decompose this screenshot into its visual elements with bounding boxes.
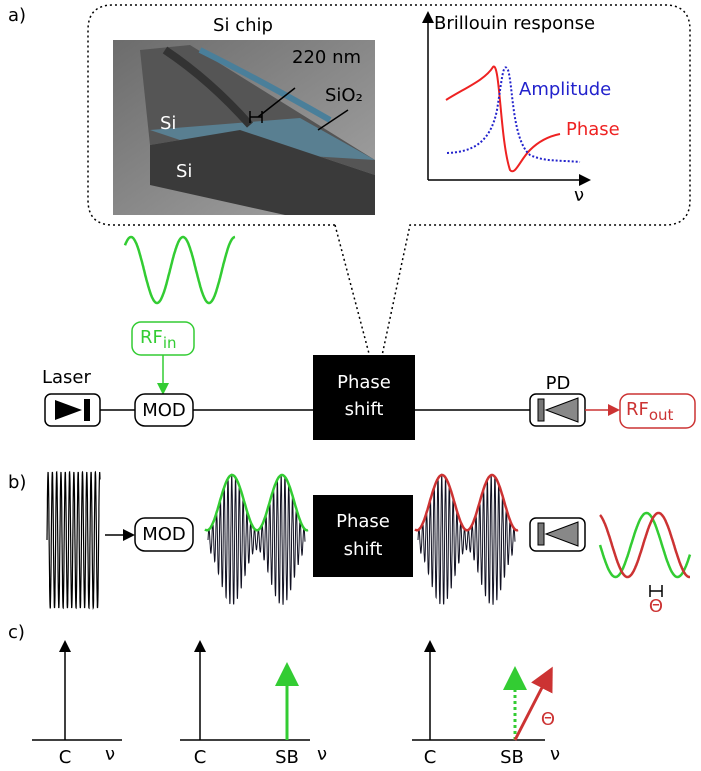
width-marker: [249, 87, 296, 123]
si-label: Si: [160, 113, 176, 134]
angle-label: Θ: [541, 709, 555, 730]
delay-marker: [649, 585, 663, 597]
si-label: Si: [176, 161, 192, 182]
rf-wave: [123, 235, 236, 305]
laser-icon: [55, 400, 82, 420]
rf-wave: [598, 511, 692, 579]
shifted-sideband-arrow: [513, 666, 553, 741]
optical-carrier: [46, 470, 101, 610]
substrate: [150, 130, 375, 215]
brillouin-plot: [422, 11, 591, 186]
envelope: [414, 473, 519, 532]
pd-icon: [537, 522, 545, 546]
oxide-label: SiO₂: [325, 85, 363, 106]
waveguide: [198, 47, 332, 123]
axis-label: ν: [105, 744, 115, 765]
sideband-label: SB: [500, 747, 524, 768]
photodetector: [529, 393, 586, 427]
phase-shift-box: [313, 495, 413, 577]
rf-out-box: [619, 393, 696, 429]
envelope: [204, 473, 309, 532]
axis-label: ν: [550, 744, 560, 765]
laser-label: Laser: [42, 367, 92, 388]
panel-label: c): [8, 622, 25, 643]
panel-label: b): [8, 472, 26, 493]
phase-curve: [445, 65, 561, 173]
mod-label: MOD: [142, 524, 186, 545]
oxide-pointer: [317, 109, 349, 131]
amplitude-label: Amplitude: [519, 79, 611, 100]
phase-shift-label: shift: [344, 539, 383, 560]
laser: [44, 393, 101, 427]
mod-box: [134, 517, 194, 552]
photodetector: [529, 517, 586, 552]
amplitude-curve: [446, 66, 581, 163]
axis-label: ν: [574, 185, 584, 206]
callout-bubble: [87, 4, 691, 366]
spectrum: [412, 640, 553, 741]
pd-icon: [544, 521, 579, 547]
response-title: Brillouin response: [434, 13, 595, 34]
spectrum: [32, 640, 122, 741]
pd-icon: [537, 398, 545, 422]
phase-shift-label: Phase: [336, 511, 390, 532]
rf-out-label: RFout: [626, 399, 674, 424]
chip-title: Si chip: [213, 15, 273, 36]
carrier-label: C: [194, 747, 207, 768]
width-label: 220 nm: [292, 47, 361, 68]
phase-shift-label: shift: [345, 399, 384, 420]
carrier-label: C: [59, 747, 72, 768]
axis-label: ν: [317, 744, 327, 765]
mod-label: MOD: [142, 400, 186, 421]
laser-icon: [84, 399, 90, 421]
carrier-label: C: [424, 747, 437, 768]
rf-wave: [599, 511, 690, 579]
panel-label: a): [8, 5, 26, 26]
spectrum: [180, 640, 310, 741]
phase-shift-label: Phase: [337, 372, 391, 393]
rf-in-label: RFin: [140, 327, 177, 352]
chip-image: [113, 40, 375, 215]
waveguide: [162, 46, 253, 128]
phase-shift-box: [313, 355, 415, 440]
sideband-label: SB: [275, 747, 299, 768]
mod-box: [134, 393, 194, 427]
pd-icon: [544, 397, 579, 423]
angle-label: Θ: [649, 596, 663, 617]
pd-label: PD: [546, 373, 571, 394]
phase-label: Phase: [566, 119, 620, 140]
